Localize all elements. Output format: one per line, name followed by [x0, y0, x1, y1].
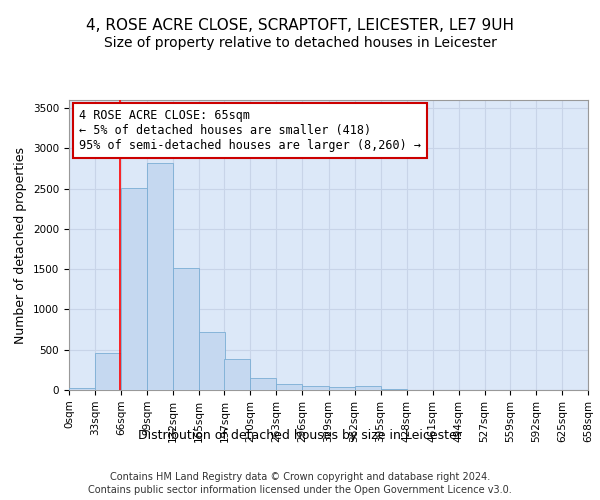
Text: Contains public sector information licensed under the Open Government Licence v3: Contains public sector information licen… [88, 485, 512, 495]
Bar [121, 188, 147, 390]
Bar [329, 387, 355, 390]
Text: Size of property relative to detached houses in Leicester: Size of property relative to detached ho… [104, 36, 496, 50]
Bar [173, 268, 199, 390]
Text: Contains HM Land Registry data © Crown copyright and database right 2024.: Contains HM Land Registry data © Crown c… [110, 472, 490, 482]
Bar [224, 358, 250, 390]
Y-axis label: Number of detached properties: Number of detached properties [14, 146, 28, 344]
Bar [199, 332, 225, 390]
Text: 4, ROSE ACRE CLOSE, SCRAPTOFT, LEICESTER, LE7 9UH: 4, ROSE ACRE CLOSE, SCRAPTOFT, LEICESTER… [86, 18, 514, 32]
Bar [302, 386, 329, 390]
Bar [250, 378, 277, 390]
Bar [95, 353, 121, 390]
Bar [277, 384, 302, 390]
Bar [69, 388, 95, 390]
Bar [380, 389, 407, 390]
Text: 4 ROSE ACRE CLOSE: 65sqm
← 5% of detached houses are smaller (418)
95% of semi-d: 4 ROSE ACRE CLOSE: 65sqm ← 5% of detache… [79, 108, 421, 152]
Text: Distribution of detached houses by size in Leicester: Distribution of detached houses by size … [138, 430, 462, 442]
Bar [355, 386, 380, 390]
Bar [147, 163, 173, 390]
